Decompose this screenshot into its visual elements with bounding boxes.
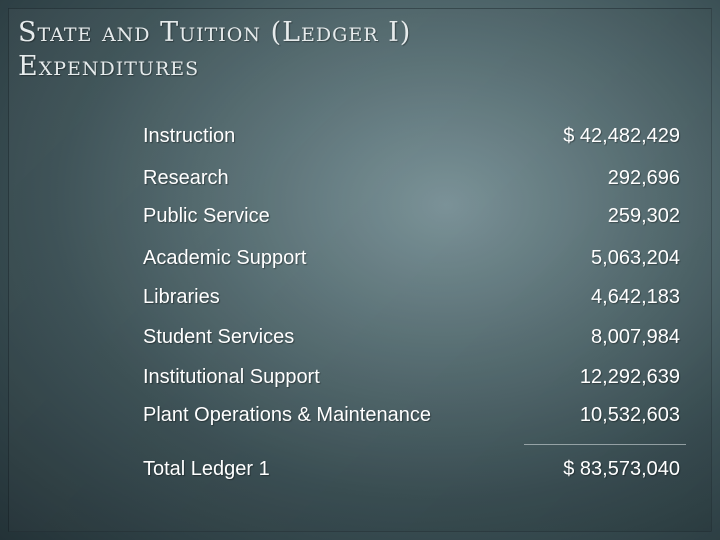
ledger-row-plant-operations: Plant Operations & Maintenance 10,532,60… [143,404,680,434]
ledger-row-amount: 259,302 [607,205,680,227]
ledger-row-label: Instruction [143,125,236,147]
ledger-row-academic-support: Academic Support 5,063,204 [143,247,680,277]
ledger-row-amount: 12,292,639 [579,366,680,388]
ledger-row-amount: 8,007,984 [591,326,680,348]
ledger-row-libraries: Libraries 4,642,183 [143,286,680,316]
slide-title-line-1: State and Tuition (Ledger I) [18,17,412,48]
ledger-row-label: Institutional Support [143,366,320,388]
ledger-row-label: Libraries [143,286,220,308]
ledger-total-amount: $ 83,573,040 [563,458,680,480]
ledger-row-amount: 4,642,183 [591,286,680,308]
ledger-row-research: Research 292,696 [143,167,680,197]
slide-title: State and Tuition (Ledger I) Expenditure… [18,16,411,84]
total-rule [524,444,686,445]
ledger-row-amount: 292,696 [607,167,680,189]
ledger-row-public-service: Public Service 259,302 [143,205,680,235]
ledger-row-label: Research [143,167,229,189]
ledger-row-label: Academic Support [143,247,307,269]
ledger-row-student-services: Student Services 8,007,984 [143,326,680,356]
ledger-row-instruction: Instruction $ 42,482,429 [143,125,680,155]
ledger-total-row: Total Ledger 1 $ 83,573,040 [143,458,680,488]
ledger-row-amount: $ 42,482,429 [563,125,680,147]
ledger-row-institutional-support: Institutional Support 12,292,639 [143,366,680,396]
ledger-row-amount: 5,063,204 [591,247,680,269]
ledger-row-label: Student Services [143,326,295,348]
ledger-total-label: Total Ledger 1 [143,458,270,480]
ledger-row-amount: 10,532,603 [579,404,680,426]
ledger-row-label: Public Service [143,205,270,227]
ledger-row-label: Plant Operations & Maintenance [143,404,431,426]
slide-title-line-2: Expenditures [18,51,200,82]
